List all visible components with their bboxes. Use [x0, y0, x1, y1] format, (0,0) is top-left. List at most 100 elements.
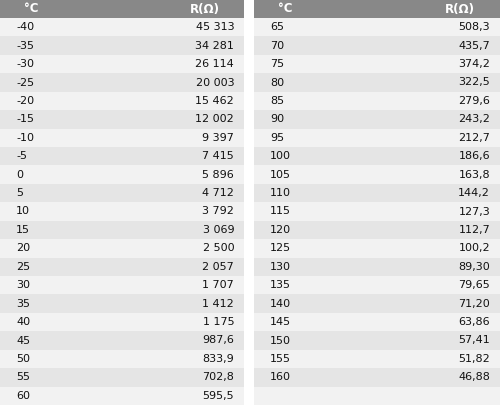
Text: 140: 140 — [270, 298, 291, 309]
Text: 243,2: 243,2 — [458, 114, 490, 124]
Bar — [0, 184, 244, 202]
Text: 15: 15 — [16, 225, 30, 235]
Text: R(Ω): R(Ω) — [190, 2, 220, 15]
Bar — [0, 18, 244, 36]
Text: -15: -15 — [16, 114, 34, 124]
Text: 26 114: 26 114 — [196, 59, 234, 69]
Bar — [254, 258, 500, 276]
Text: -25: -25 — [16, 77, 34, 87]
Bar — [0, 239, 244, 258]
Bar — [0, 276, 244, 294]
Bar — [0, 294, 244, 313]
Bar — [254, 184, 500, 202]
Bar — [0, 386, 244, 405]
Bar — [254, 386, 500, 405]
Text: 0: 0 — [16, 170, 23, 180]
Text: 5 896: 5 896 — [202, 170, 234, 180]
Text: 9 397: 9 397 — [202, 133, 234, 143]
Text: 2 500: 2 500 — [202, 243, 234, 254]
Text: 85: 85 — [270, 96, 284, 106]
Text: 144,2: 144,2 — [458, 188, 490, 198]
Text: 125: 125 — [270, 243, 291, 254]
Text: 135: 135 — [270, 280, 291, 290]
Text: 322,5: 322,5 — [458, 77, 490, 87]
Text: -10: -10 — [16, 133, 34, 143]
Text: R(Ω): R(Ω) — [446, 2, 476, 15]
Text: 155: 155 — [270, 354, 291, 364]
Text: 65: 65 — [270, 22, 284, 32]
Text: 702,8: 702,8 — [202, 372, 234, 382]
Bar — [254, 239, 500, 258]
Text: 833,9: 833,9 — [202, 354, 234, 364]
Text: 595,5: 595,5 — [202, 391, 234, 401]
Text: 20: 20 — [16, 243, 30, 254]
Text: 145: 145 — [270, 317, 291, 327]
Text: 4 712: 4 712 — [202, 188, 234, 198]
Text: 100: 100 — [270, 151, 291, 161]
Bar — [254, 350, 500, 368]
Bar — [254, 202, 500, 221]
Text: 51,82: 51,82 — [458, 354, 490, 364]
Text: 120: 120 — [270, 225, 291, 235]
Bar — [254, 110, 500, 128]
Text: 508,3: 508,3 — [458, 22, 490, 32]
Bar — [0, 368, 244, 386]
Text: 46,88: 46,88 — [458, 372, 490, 382]
Bar — [254, 165, 500, 184]
Text: 3 069: 3 069 — [202, 225, 234, 235]
Bar — [0, 147, 244, 165]
Text: 127,3: 127,3 — [458, 207, 490, 217]
Text: 20 003: 20 003 — [196, 77, 234, 87]
Bar — [0, 0, 244, 18]
Text: 186,6: 186,6 — [458, 151, 490, 161]
Text: 7 415: 7 415 — [202, 151, 234, 161]
Text: 112,7: 112,7 — [458, 225, 490, 235]
Text: 130: 130 — [270, 262, 291, 272]
Bar — [254, 18, 500, 36]
Text: -40: -40 — [16, 22, 34, 32]
Bar — [254, 276, 500, 294]
Text: 115: 115 — [270, 207, 291, 217]
Text: 105: 105 — [270, 170, 291, 180]
Text: 71,20: 71,20 — [458, 298, 490, 309]
Text: °C: °C — [278, 2, 293, 15]
Text: -5: -5 — [16, 151, 27, 161]
Bar — [0, 110, 244, 128]
Text: 1 412: 1 412 — [202, 298, 234, 309]
Bar — [254, 221, 500, 239]
Text: 95: 95 — [270, 133, 284, 143]
Text: 80: 80 — [270, 77, 284, 87]
Text: 435,7: 435,7 — [458, 40, 490, 51]
Bar — [0, 350, 244, 368]
Text: -30: -30 — [16, 59, 34, 69]
Text: 2 057: 2 057 — [202, 262, 234, 272]
Text: 150: 150 — [270, 335, 291, 345]
Text: 163,8: 163,8 — [458, 170, 490, 180]
Text: 40: 40 — [16, 317, 30, 327]
Text: 75: 75 — [270, 59, 284, 69]
Bar — [0, 313, 244, 331]
Text: 279,6: 279,6 — [458, 96, 490, 106]
Text: 15 462: 15 462 — [196, 96, 234, 106]
Text: 3 792: 3 792 — [202, 207, 234, 217]
Text: 57,41: 57,41 — [458, 335, 490, 345]
Text: 55: 55 — [16, 372, 30, 382]
Bar — [254, 36, 500, 55]
Bar — [254, 55, 500, 73]
Bar — [254, 147, 500, 165]
Bar — [0, 202, 244, 221]
Bar — [0, 165, 244, 184]
Text: 50: 50 — [16, 354, 30, 364]
Bar — [0, 92, 244, 110]
Bar — [254, 294, 500, 313]
Text: 374,2: 374,2 — [458, 59, 490, 69]
Text: 90: 90 — [270, 114, 284, 124]
Text: 30: 30 — [16, 280, 30, 290]
Bar — [0, 73, 244, 92]
Text: 89,30: 89,30 — [458, 262, 490, 272]
Text: 160: 160 — [270, 372, 291, 382]
Text: 45 313: 45 313 — [196, 22, 234, 32]
Text: 1 707: 1 707 — [202, 280, 234, 290]
Text: 35: 35 — [16, 298, 30, 309]
Bar — [254, 73, 500, 92]
